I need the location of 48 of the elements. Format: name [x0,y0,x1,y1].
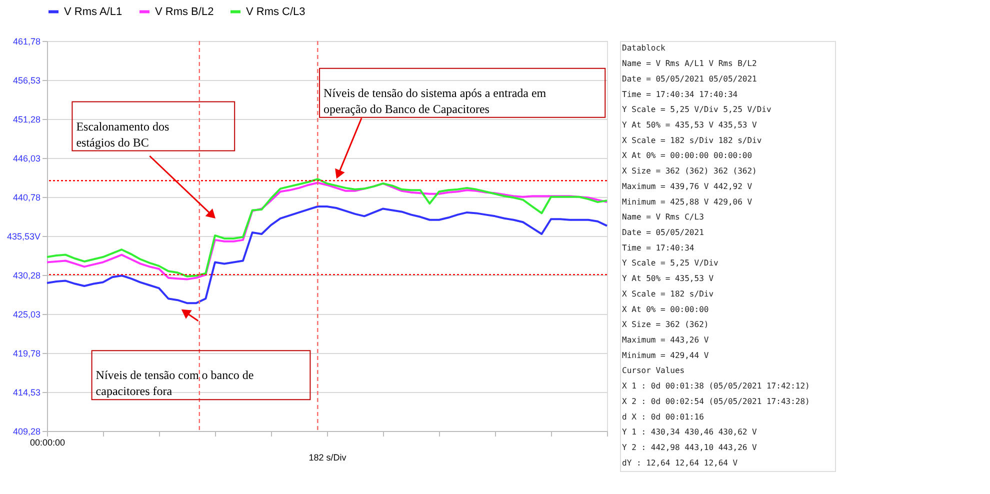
text: Cursor Values [622,366,685,376]
text: Time = 17:40:34 [622,243,694,252]
y-tick-label: 435,53V [6,232,40,242]
y-tick-label: 409,28 [12,426,40,436]
y-tick-label: 456,53 [12,76,40,86]
text: Y At 50% = 435,53 V [622,274,714,284]
text: Y Scale = 5,25 V/Div [622,258,719,268]
text: Minimum = 425,88 V 429,06 V [622,197,752,206]
text: Name = V Rms A/L1 V Rms B/L2 [622,59,758,68]
text: Date = 05/05/2021 [622,228,704,237]
text: Y Scale = 5,25 V/Div 5,25 V/Div [622,105,772,114]
text: Date = 05/05/2021 05/05/2021 [622,74,758,84]
legend-label: V Rms A/L1 [64,6,122,18]
text: X Scale = 182 s/Div 182 s/Div [622,136,762,145]
text: Y 1 : 430,34 430,46 430,62 V [622,428,758,437]
y-tick-label: 430,28 [12,270,40,280]
annotation: Níveis de tensão com o banco de capacitores fora [96,368,254,398]
y-tick-label: 414,53 [12,388,40,398]
text: Name = V Rms C/L3 [622,212,704,222]
text: X Size = 362 (362) [622,320,709,330]
text: X 2 : 0d 00:02:54 (05/05/2021 17:43:28) [622,396,810,406]
text: Maximum = 443,26 V [622,335,709,344]
text: Time = 17:40:34 17:40:34 [622,90,738,99]
y-tick-label: 451,28 [12,114,40,124]
y-tick-label: 446,03 [12,154,40,164]
annotation: Escalonamento dos estágios do BC [76,119,170,150]
x-axis-title: 182 s/Div [308,452,347,462]
x-tick-label: 00:00:00 [30,438,66,448]
text: Y At 50% = 435,53 V 435,53 V [622,120,758,130]
text: Datablock [622,44,666,53]
legend-label: V Rms C/L3 [246,6,306,18]
text: X At 0% = 00:00:00 00:00:00 [622,151,752,160]
text: X Size = 362 (362) 362 (362) [622,166,757,176]
text: Y 2 : 442,98 443,10 443,26 V [622,442,758,452]
y-tick-label: 440,78 [12,192,40,202]
legend-label: V Rms B/L2 [155,6,214,18]
line-series [46,206,608,304]
y-tick-label: 461,78 [12,36,40,46]
y-tick-label: 419,78 [12,348,40,358]
text: X At 0% = 00:00:00 [622,304,709,314]
text: X 1 : 0d 00:01:38 (05/05/2021 17:42:12) [622,382,810,391]
text: Maximum = 439,76 V 442,92 V [622,182,752,191]
text: Minimum = 429,44 V [622,350,709,360]
y-tick-label: 425,03 [12,310,40,320]
annotation: Níveis de tensão do sistema após a entrada em operação do Banco de Capacitores [324,86,547,116]
text: dY : 12,64 12,64 12,64 V [622,458,738,468]
text: X Scale = 182 s/Div [622,289,714,298]
text: d X : 0d 00:01:16 [622,412,704,422]
